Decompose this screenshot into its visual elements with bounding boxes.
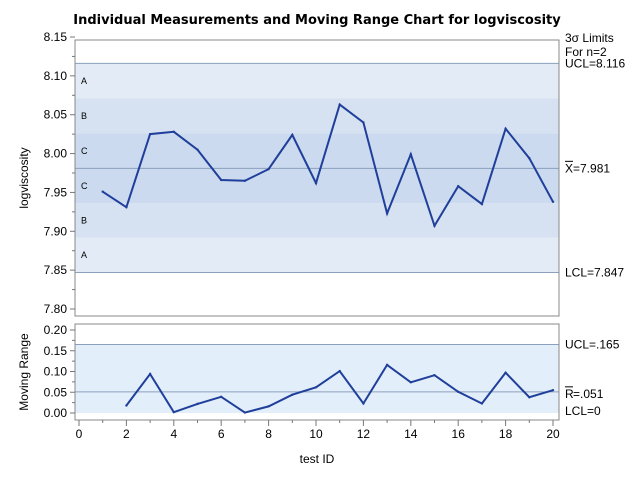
- mr-y-tick-label: 0.10: [44, 365, 68, 379]
- individuals-point: [551, 200, 555, 203]
- individuals-point: [243, 179, 247, 182]
- x-tick-label: 12: [357, 427, 371, 441]
- moving-range-point: [220, 395, 223, 399]
- y-tick-label: 8.00: [44, 147, 68, 161]
- mr-lcl-label: LCL=0: [565, 404, 601, 418]
- individuals-point: [385, 212, 389, 215]
- ucl-label: UCL=8.116: [565, 56, 625, 70]
- x-tick-label: 0: [76, 427, 83, 441]
- zone-label: B: [81, 215, 87, 225]
- x-tick-label: 20: [546, 427, 560, 441]
- x-tick-label: 2: [123, 427, 130, 441]
- individuals-point: [362, 121, 365, 124]
- moving-range-point: [148, 372, 152, 376]
- moving-range-point: [551, 388, 555, 392]
- mr-y-axis-label: Moving Range: [17, 333, 31, 411]
- moving-range-point: [291, 393, 294, 396]
- moving-range-point: [243, 411, 247, 414]
- moving-range-point: [433, 374, 436, 377]
- moving-range-point: [172, 410, 175, 414]
- zone-band: [75, 203, 559, 238]
- individuals-point: [504, 127, 507, 130]
- x-tick-label: 16: [452, 427, 466, 441]
- individuals-point: [291, 133, 294, 137]
- y-tick-label: 7.80: [44, 302, 68, 316]
- zone-band: [75, 63, 559, 99]
- individuals-point: [338, 103, 341, 106]
- moving-range-point: [362, 402, 365, 405]
- center-label: =7.981: [573, 161, 610, 175]
- zone-label: A: [81, 76, 87, 86]
- zone-label: B: [81, 111, 87, 121]
- limits-note-line1: 3σ Limits: [565, 31, 614, 45]
- individuals-point: [196, 148, 199, 151]
- individuals-point: [480, 202, 484, 206]
- individuals-point: [267, 167, 270, 171]
- center-symbol: X: [565, 161, 573, 175]
- mr-y-tick-label: 0.05: [44, 385, 68, 399]
- x-tick-label: 8: [265, 427, 272, 441]
- y-tick-label: 8.15: [44, 30, 68, 44]
- y-tick-label: 8.05: [44, 108, 68, 122]
- zone-label: C: [81, 181, 88, 191]
- individuals-point: [457, 185, 460, 188]
- zone-band: [75, 133, 559, 169]
- x-axis-label: test ID: [300, 452, 335, 466]
- x-tick-label: 4: [170, 427, 177, 441]
- y-tick-label: 7.85: [44, 263, 68, 277]
- individuals-point: [220, 178, 223, 182]
- x-tick-label: 6: [218, 427, 225, 441]
- zone-label: A: [81, 250, 87, 260]
- moving-range-point: [385, 363, 389, 367]
- individuals-point: [314, 181, 318, 185]
- mr-y-tick-label: 0.15: [44, 344, 68, 358]
- y-axis-label: logviscosity: [17, 147, 31, 208]
- mr-y-tick-label: 0.00: [44, 406, 68, 420]
- zone-label: C: [81, 146, 88, 156]
- y-tick-label: 7.95: [44, 185, 68, 199]
- individuals-point: [148, 132, 152, 136]
- individuals-point: [101, 190, 104, 193]
- moving-range-point: [267, 405, 270, 408]
- moving-range-point: [125, 404, 128, 407]
- individuals-point: [125, 205, 128, 209]
- individuals-point: [409, 153, 412, 156]
- zone-band: [75, 168, 559, 204]
- individuals-series-line: [102, 102, 554, 229]
- y-tick-label: 8.10: [44, 69, 68, 83]
- individuals-point: [172, 130, 175, 134]
- lcl-label: LCL=7.847: [565, 265, 624, 279]
- mr-center-symbol: R: [565, 387, 574, 401]
- top-plot-frame: [74, 39, 560, 317]
- y-tick-label: 7.90: [44, 224, 68, 238]
- moving-range-point: [314, 386, 318, 389]
- moving-range-point: [528, 396, 531, 399]
- mr-y-tick-label: 0.20: [44, 323, 68, 337]
- moving-range-point: [196, 402, 199, 406]
- x-tick-label: 14: [404, 427, 418, 441]
- limits-note-line2: For n=2: [565, 45, 607, 59]
- mr-center-label: =.051: [573, 387, 604, 401]
- mr-ucl-label: UCL=.165: [565, 338, 620, 352]
- zone-band: [75, 237, 559, 273]
- individuals-point: [433, 224, 436, 228]
- x-tick-label: 18: [499, 427, 513, 441]
- moving-range-point: [504, 371, 507, 374]
- zone-band: [75, 98, 559, 134]
- x-tick-label: 10: [309, 427, 323, 441]
- moving-range-point: [338, 369, 341, 373]
- individuals-point: [528, 157, 531, 160]
- moving-range-point: [409, 381, 412, 384]
- moving-range-point: [457, 390, 460, 394]
- chart-title: Individual Measurements and Moving Range…: [73, 13, 561, 28]
- moving-range-point: [480, 402, 484, 405]
